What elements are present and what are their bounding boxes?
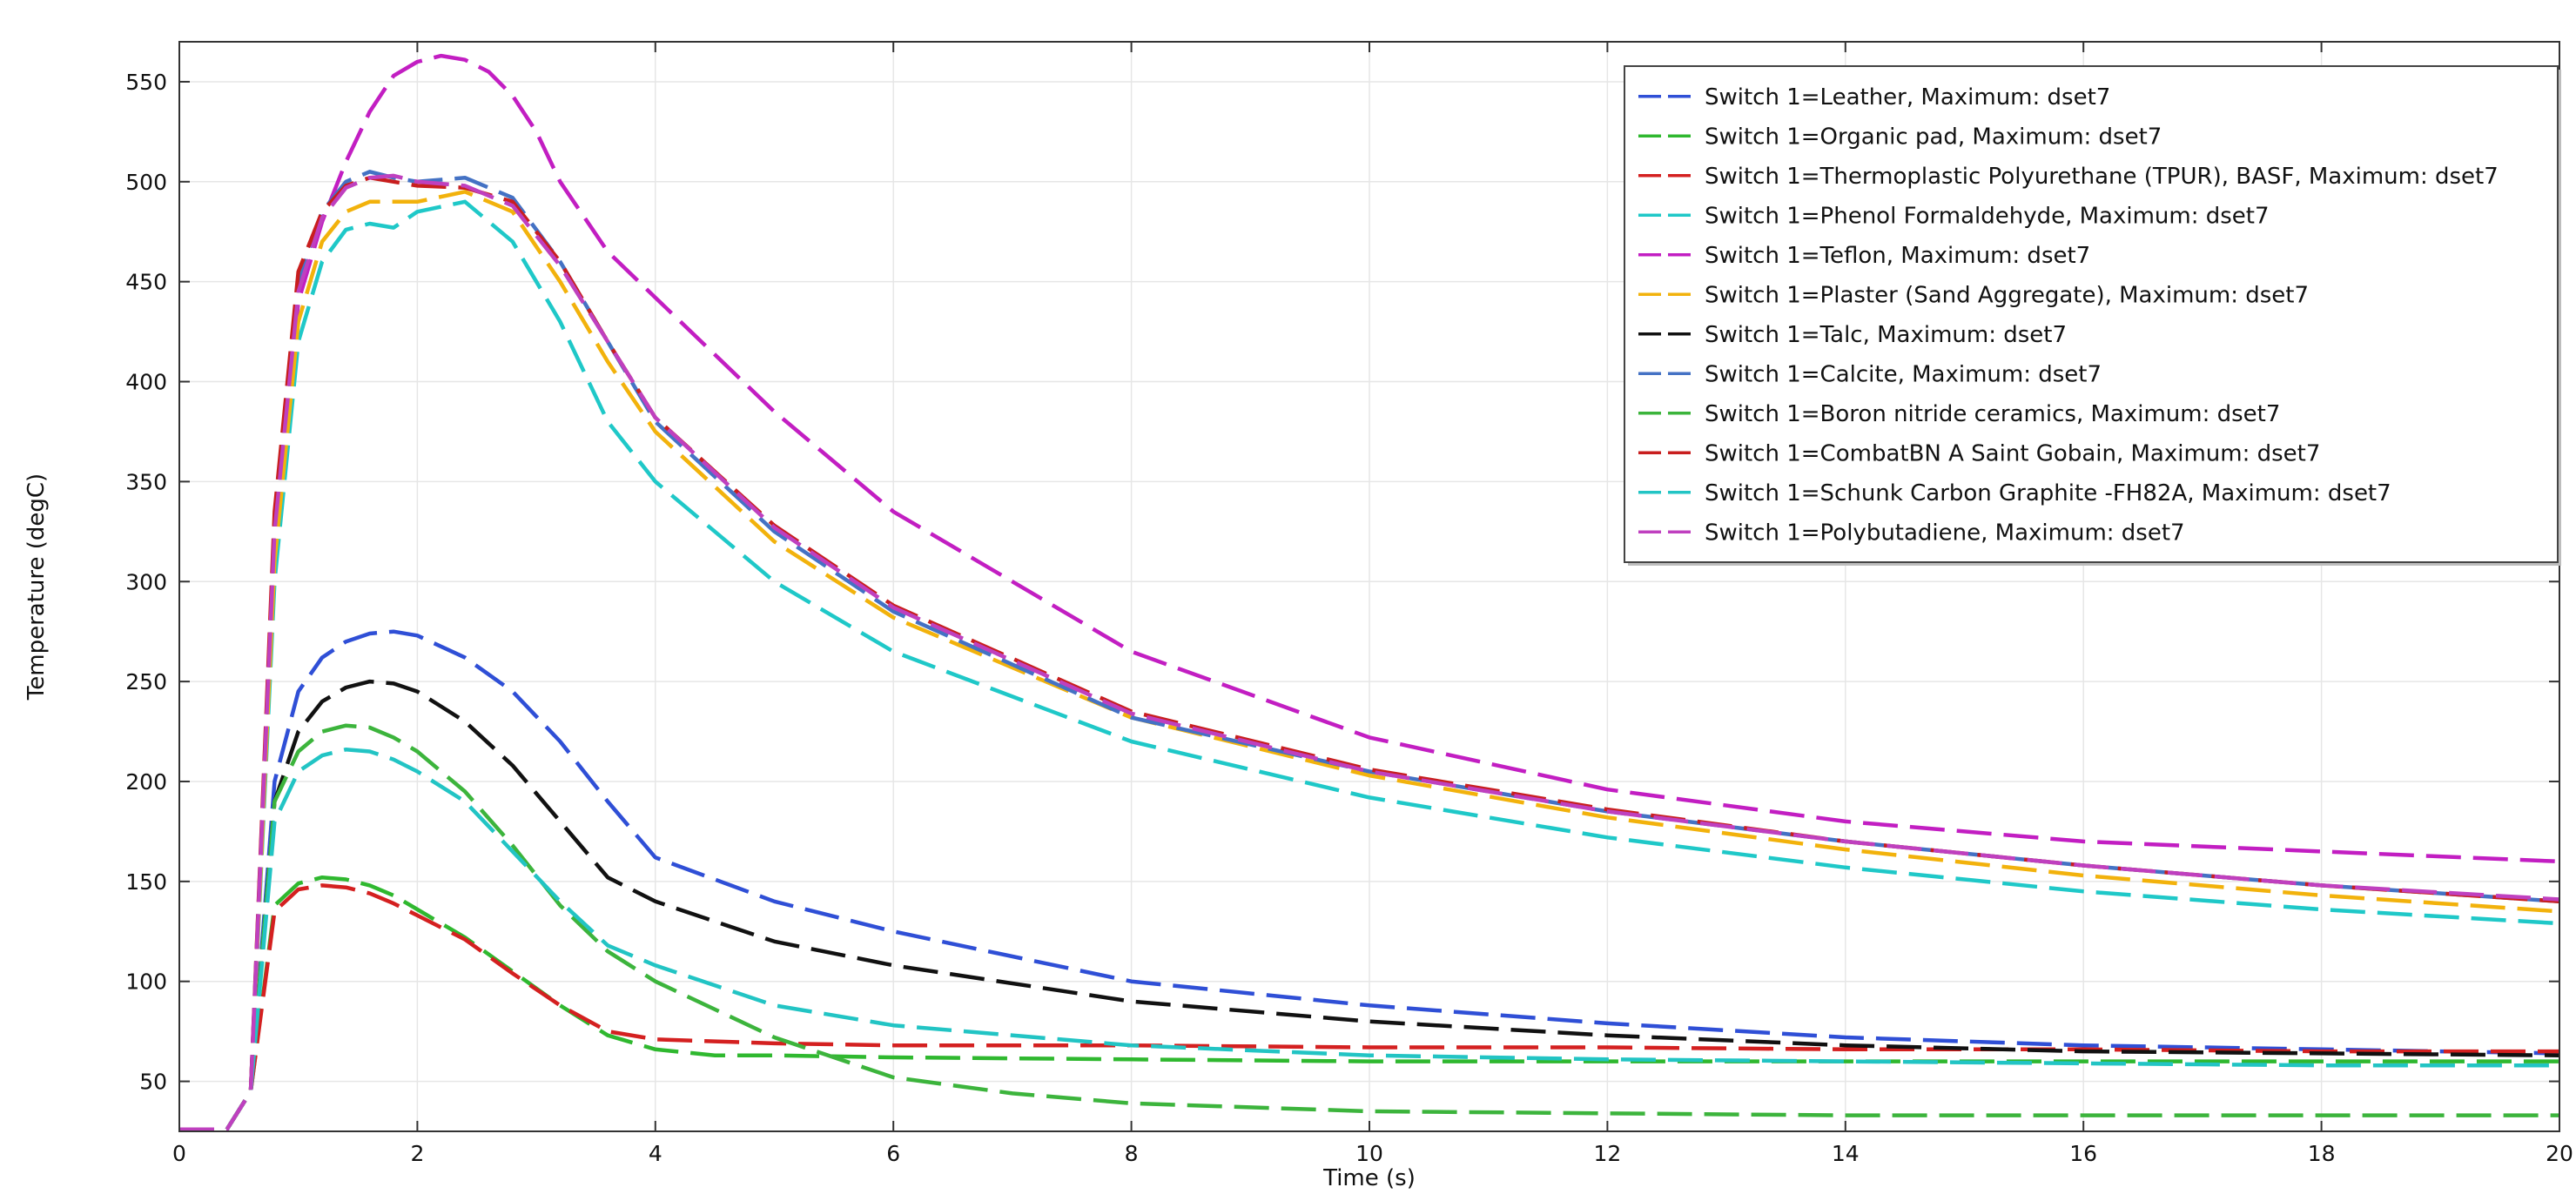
- y-tick-label: 300: [125, 569, 167, 594]
- legend-label: Switch 1=Thermoplastic Polyurethane (TPU…: [1705, 164, 2499, 190]
- series-line: [179, 175, 2560, 1131]
- y-tick-label: 100: [125, 969, 167, 995]
- y-tick-label: 450: [125, 270, 167, 295]
- x-tick-label: 16: [2069, 1141, 2097, 1166]
- y-tick-label: 550: [125, 70, 167, 95]
- series-line: [179, 875, 2559, 1131]
- x-tick-label: 6: [886, 1141, 900, 1166]
- legend-label: Switch 1=Boron nitride ceramics, Maximum…: [1705, 401, 2280, 427]
- series-line: [179, 199, 2560, 1131]
- series-line: [179, 883, 2559, 1131]
- y-tick-label: 500: [125, 170, 167, 195]
- x-tick-label: 14: [1832, 1141, 1860, 1166]
- y-tick-label: 250: [125, 669, 167, 694]
- legend-label: Switch 1=Schunk Carbon Graphite -FH82A, …: [1705, 480, 2391, 506]
- legend-label: Switch 1=Organic pad, Maximum: dset7: [1705, 124, 2162, 150]
- legend-label: Switch 1=Teflon, Maximum: dset7: [1705, 243, 2090, 269]
- y-tick-label: 50: [139, 1070, 167, 1095]
- axis-ticks: 0 2 4 6 8 10 12 14 16 18 20 50 100 150 200 250 300 350 400…: [125, 42, 2573, 1166]
- y-tick-label: 350: [125, 469, 167, 494]
- legend-label: Switch 1=Plaster (Sand Aggregate), Maxim…: [1705, 282, 2309, 308]
- y-axis-title: Temperature (degC): [24, 473, 50, 701]
- series-line: [179, 679, 2560, 1131]
- x-tick-label: 20: [2546, 1141, 2573, 1166]
- legend-box: [1624, 65, 2559, 563]
- legend-label: Switch 1=Polybutadiene, Maximum: dset7: [1705, 520, 2185, 546]
- y-tick-label: 400: [125, 370, 167, 395]
- y-tick-label: 200: [125, 769, 167, 795]
- legend-label: Switch 1=CombatBN A Saint Gobain, Maximu…: [1705, 440, 2320, 466]
- x-tick-label: 12: [1593, 1141, 1621, 1166]
- y-tick-label: 150: [125, 869, 167, 895]
- legend-label: Switch 1=Leather, Maximum: dset7: [1705, 84, 2110, 111]
- x-axis-title: Time (s): [1322, 1165, 1416, 1190]
- series-lines: [179, 53, 2560, 1131]
- x-tick-label: 0: [172, 1141, 186, 1166]
- legend-label: Switch 1=Talc, Maximum: dset7: [1705, 322, 2067, 348]
- x-tick-label: 4: [649, 1141, 662, 1166]
- series-line: [179, 629, 2560, 1131]
- series-line: [179, 723, 2559, 1131]
- series-line: [179, 190, 2560, 1131]
- legend: Switch 1=Leather, Maximum: dset7 Switch 1…: [1624, 65, 2561, 566]
- legend-label: Switch 1=Phenol Formaldehyde, Maximum: d…: [1705, 203, 2270, 229]
- x-tick-label: 18: [2308, 1141, 2336, 1166]
- x-tick-label: 2: [410, 1141, 424, 1166]
- x-tick-label: 10: [1355, 1141, 1383, 1166]
- series-line: [179, 53, 2560, 1131]
- series-line: [179, 173, 2560, 1131]
- legend-label: Switch 1=Calcite, Maximum: dset7: [1705, 361, 2102, 387]
- x-tick-label: 8: [1125, 1141, 1139, 1166]
- series-line: [179, 747, 2559, 1131]
